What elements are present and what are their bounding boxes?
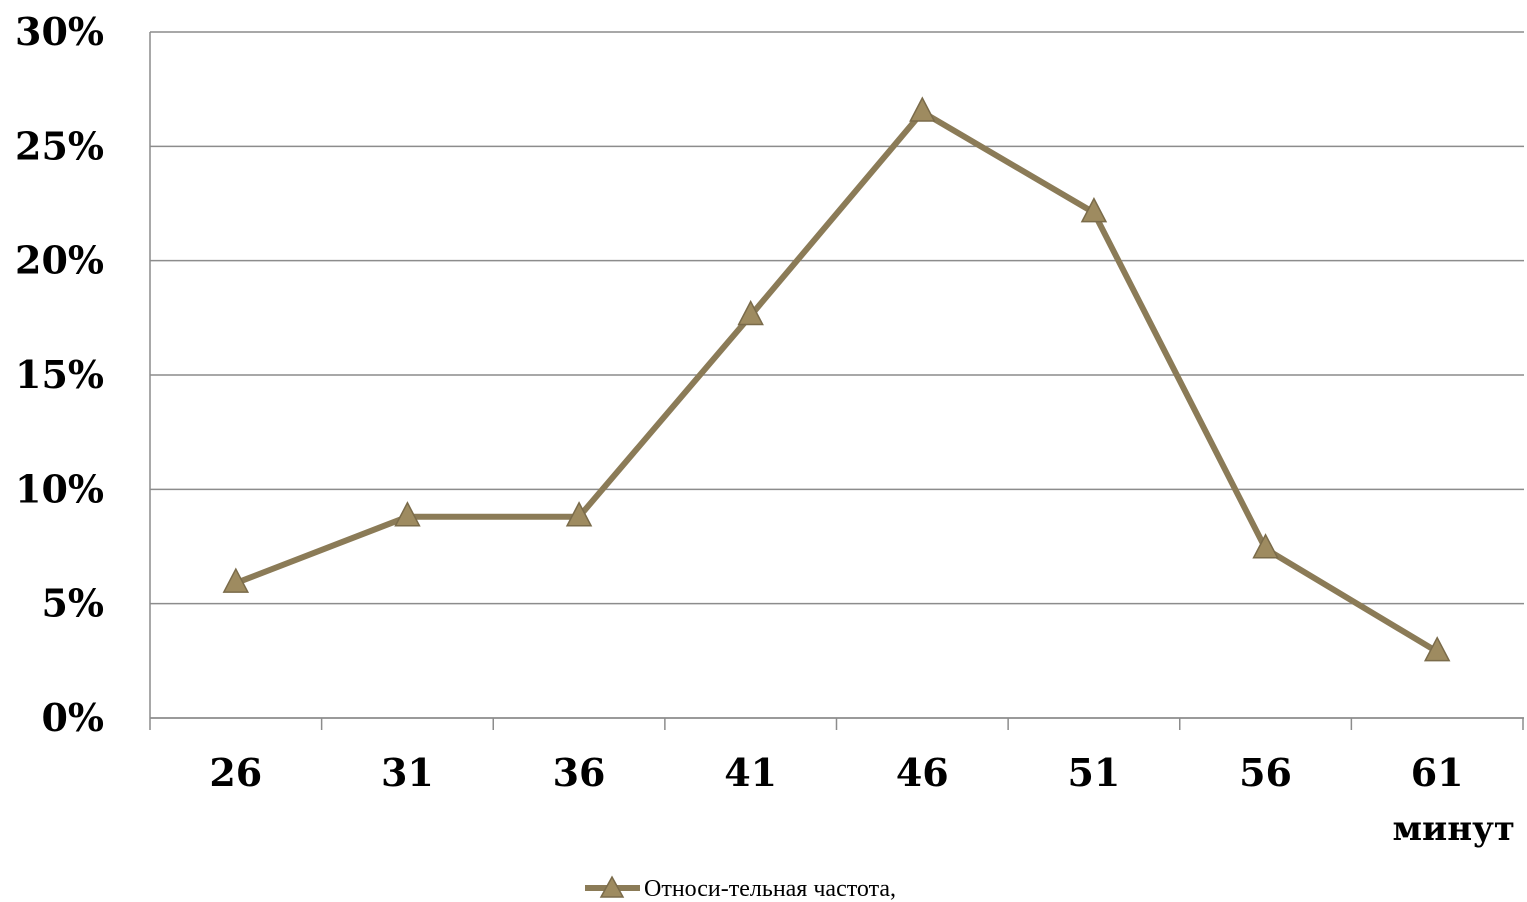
y-tick-label: 15% bbox=[15, 352, 104, 397]
y-tick-label: 5% bbox=[41, 581, 104, 626]
data-point-marker bbox=[1423, 636, 1451, 662]
data-point-marker bbox=[737, 299, 764, 326]
data-point-marker bbox=[909, 96, 936, 122]
x-tick-label: 26 bbox=[209, 750, 262, 795]
x-tick-label: 41 bbox=[724, 750, 777, 795]
data-point-marker bbox=[1080, 197, 1108, 223]
x-axis-ticks: 26 31 36 41 46 51 56 61 bbox=[209, 750, 1463, 795]
x-tick-label: 56 bbox=[1239, 750, 1292, 795]
x-axis bbox=[149, 32, 1524, 730]
legend-marker bbox=[599, 875, 625, 898]
legend-label: Относи-тельная частота, bbox=[644, 876, 896, 902]
series-layer bbox=[222, 96, 1451, 662]
gridlines bbox=[150, 31, 1524, 719]
y-tick-label: 10% bbox=[15, 466, 104, 511]
y-tick-label: 30% bbox=[15, 9, 104, 54]
y-axis-ticks: 0% 5% 10% 15% 20% 25% 30% bbox=[15, 9, 104, 740]
legend: Относи-тельная частота, bbox=[585, 875, 896, 902]
x-tick-label: 31 bbox=[381, 750, 434, 795]
data-point-marker bbox=[222, 567, 250, 593]
y-tick-label: 25% bbox=[15, 123, 104, 168]
data-point-marker bbox=[565, 501, 593, 527]
x-tick-label: 51 bbox=[1067, 750, 1120, 795]
x-tick-label: 61 bbox=[1411, 750, 1464, 795]
x-tick-label: 36 bbox=[553, 750, 606, 795]
y-tick-label: 0% bbox=[41, 695, 104, 740]
x-axis-label: минут bbox=[1393, 809, 1515, 849]
y-tick-label: 20% bbox=[15, 238, 104, 283]
series-line bbox=[234, 109, 1439, 655]
x-tick-label: 46 bbox=[896, 750, 949, 795]
data-point-marker bbox=[1252, 533, 1279, 559]
data-point-marker bbox=[394, 501, 421, 527]
